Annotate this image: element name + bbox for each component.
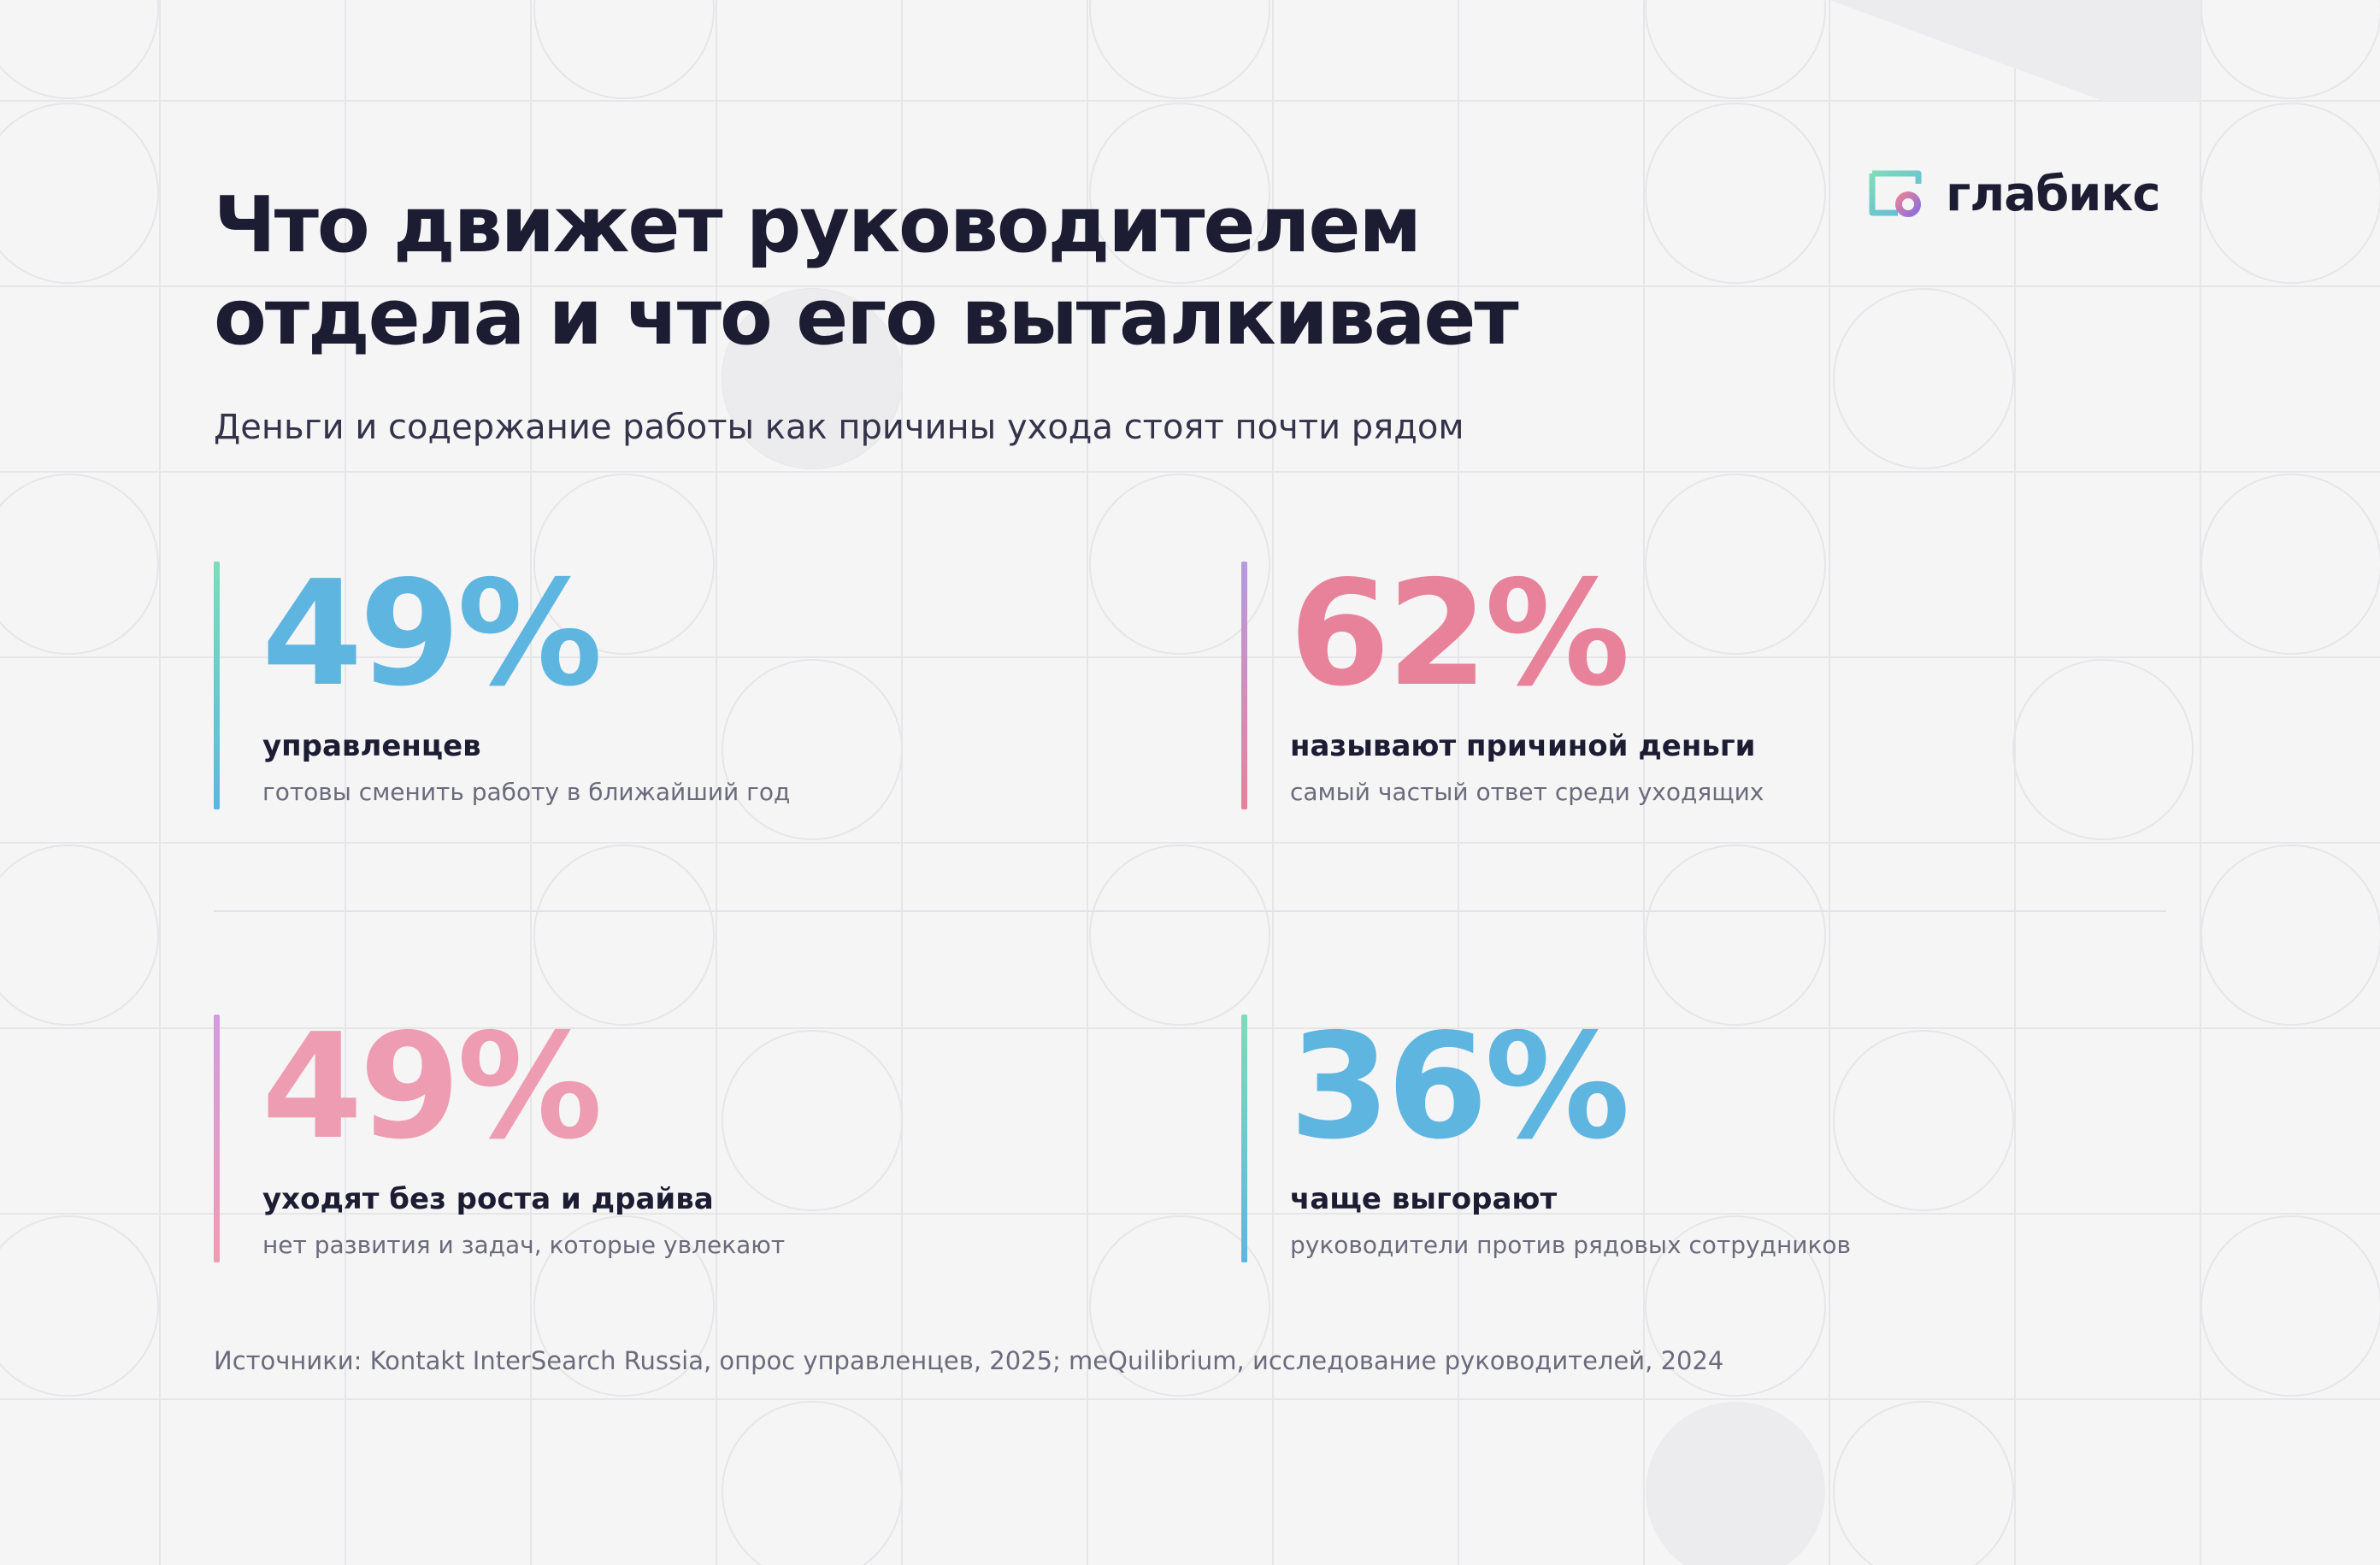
stat-accent-bar bbox=[214, 562, 220, 809]
logo-text: глабикс bbox=[1946, 167, 2161, 222]
brand-logo: глабикс bbox=[1869, 167, 2161, 222]
title-line-1: Что движет руководителем bbox=[214, 180, 1422, 270]
stat-accent-bar bbox=[1241, 562, 1247, 809]
stat-note: руководители против рядовых сотрудников bbox=[1290, 1231, 1852, 1259]
stat-label: чаще выгорают bbox=[1290, 1182, 1558, 1216]
stat-card: 49% уходят без роста и драйва нет развит… bbox=[214, 1015, 1197, 1262]
stat-label: управленцев bbox=[262, 729, 481, 763]
stat-accent-bar bbox=[1241, 1015, 1247, 1262]
page-title: Что движет руководителем отдела и что ег… bbox=[214, 179, 1753, 364]
stat-card: 49% управленцев готовы сменить работу в … bbox=[214, 562, 1197, 809]
glabiks-logo-icon bbox=[1869, 170, 1922, 217]
stat-note: готовы сменить работу в ближайший год bbox=[262, 778, 791, 806]
stat-value: 49% bbox=[262, 550, 603, 719]
stat-note: нет развития и задач, которые увлекают bbox=[262, 1231, 786, 1259]
stat-value: 36% bbox=[1289, 1003, 1630, 1172]
stat-card: 62% называют причиной деньги самый часты… bbox=[1241, 562, 2224, 809]
sources-footnote: Источники: Kontakt InterSearch Russia, о… bbox=[214, 1346, 1724, 1375]
stat-accent-bar bbox=[214, 1015, 220, 1262]
stat-label: называют причиной деньги bbox=[1290, 729, 1756, 763]
stat-label: уходят без роста и драйва bbox=[262, 1182, 714, 1216]
stat-card: 36% чаще выгорают руководители против ря… bbox=[1241, 1015, 2224, 1262]
title-line-2: отдела и что его выталкивает bbox=[214, 273, 1519, 362]
stat-note: самый частый ответ среди уходящих bbox=[1290, 778, 1764, 806]
stat-value: 49% bbox=[262, 1003, 603, 1172]
page-subtitle: Деньги и содержание работы как причины у… bbox=[214, 408, 1464, 447]
stat-value: 62% bbox=[1289, 550, 1630, 719]
section-divider bbox=[214, 910, 2166, 912]
